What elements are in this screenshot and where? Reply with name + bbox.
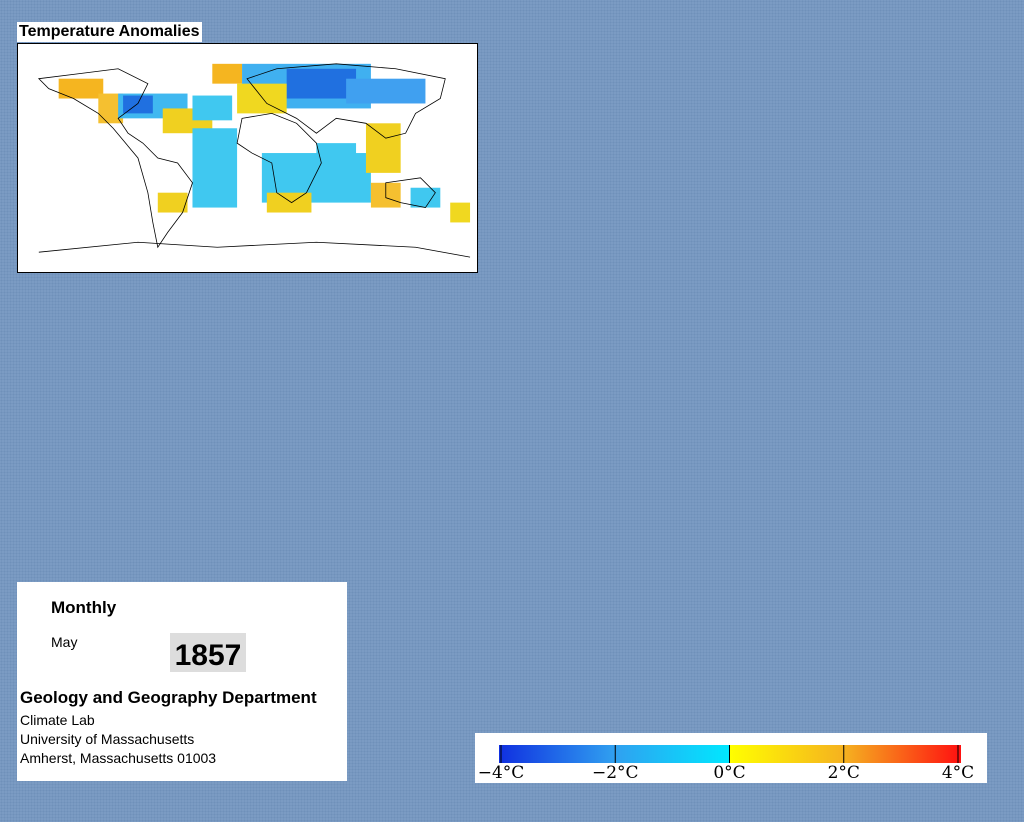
info-panel: Monthly May 1857 Geology and Geography D… [17,582,347,781]
month: May [51,634,78,650]
colorbar-tick-label: −2°C [592,763,639,783]
anomaly-cells [58,63,471,223]
address-line: Amherst, Massachusetts 01003 [20,750,217,766]
address-line: Climate Lab [20,712,95,728]
colorbar-tick-label: 4°C [942,763,974,783]
coastlines [37,63,471,258]
colorbar-tick-label: 0°C [713,763,745,783]
year: 1857 [170,633,246,672]
colorbar-tick-label: −4°C [478,763,525,783]
map [17,43,478,273]
map-title: Temperature Anomalies [17,22,202,42]
department: Geology and Geography Department [20,688,317,707]
colorbar: −4°C −2°C 0°C 2°C 4°C [475,733,987,783]
colorbar-tick-label: 2°C [828,763,860,783]
address-line: University of Massachusetts [20,731,195,747]
colorbar-svg: −4°C −2°C 0°C 2°C 4°C [478,745,974,783]
period: Monthly [51,598,117,617]
